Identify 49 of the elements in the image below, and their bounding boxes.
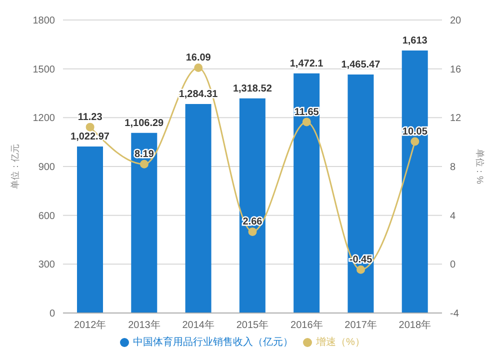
data-label: 11.65 (294, 106, 320, 118)
data-label: 10.05 (402, 126, 428, 138)
data-label: 11.23 (78, 112, 103, 124)
data-label: 16.09 (186, 52, 212, 64)
data-label: 1,472.1 (290, 58, 324, 70)
bar (402, 50, 428, 313)
x-tick-label: 2018年 (398, 319, 432, 332)
data-label: 1,465.47 (341, 59, 381, 70)
legend-label: 增速（%） (316, 337, 365, 348)
legend-label: 中国体育用品行业销售收入（亿元） (133, 337, 294, 348)
data-label: 8.19 (134, 149, 154, 160)
bar (77, 146, 103, 313)
bar (185, 104, 212, 313)
y-tick-label: 1500 (32, 64, 56, 76)
x-tick-label: 2012年 (74, 319, 106, 332)
point (302, 118, 311, 126)
x-tick-label: 2014年 (182, 319, 214, 332)
y2-axis-title: 单位：% (474, 148, 485, 184)
bar (348, 74, 374, 313)
y-tick-label: 300 (38, 260, 56, 271)
y-tick-label: 1800 (32, 16, 56, 27)
point (248, 227, 257, 236)
point (140, 160, 148, 168)
y2-tick-label: 12 (450, 113, 462, 124)
y2-tick-label: 0 (450, 260, 456, 271)
y2-tick-label: -4 (450, 308, 460, 320)
y2-tick-label: 8 (450, 162, 456, 174)
y2-tick-label: 16 (450, 64, 462, 76)
bar (131, 132, 158, 313)
x-tick-label: 2017年 (344, 319, 377, 332)
y-tick-label: 900 (38, 162, 56, 174)
y-axis-title: 单位：亿元 (10, 144, 20, 189)
point (356, 265, 366, 274)
y-tick-label: 1200 (32, 113, 56, 124)
y-tick-label: 0 (49, 308, 56, 320)
y-tick-label: 600 (38, 210, 56, 222)
point (86, 122, 94, 132)
data-label: 1,613 (402, 35, 428, 46)
data-label: 1,106.29 (124, 118, 164, 129)
point (194, 63, 203, 72)
x-tick-label: 2015年 (236, 319, 269, 332)
x-tick-label: 2016年 (290, 319, 323, 332)
bar (239, 98, 266, 313)
y2-tick-label: 4 (450, 210, 456, 222)
x-tick-label: 2013年 (128, 319, 160, 332)
y2-tick-label: 20 (450, 16, 462, 27)
bar (294, 73, 320, 313)
point (410, 137, 420, 146)
data-label: 1,318.52 (232, 83, 272, 94)
